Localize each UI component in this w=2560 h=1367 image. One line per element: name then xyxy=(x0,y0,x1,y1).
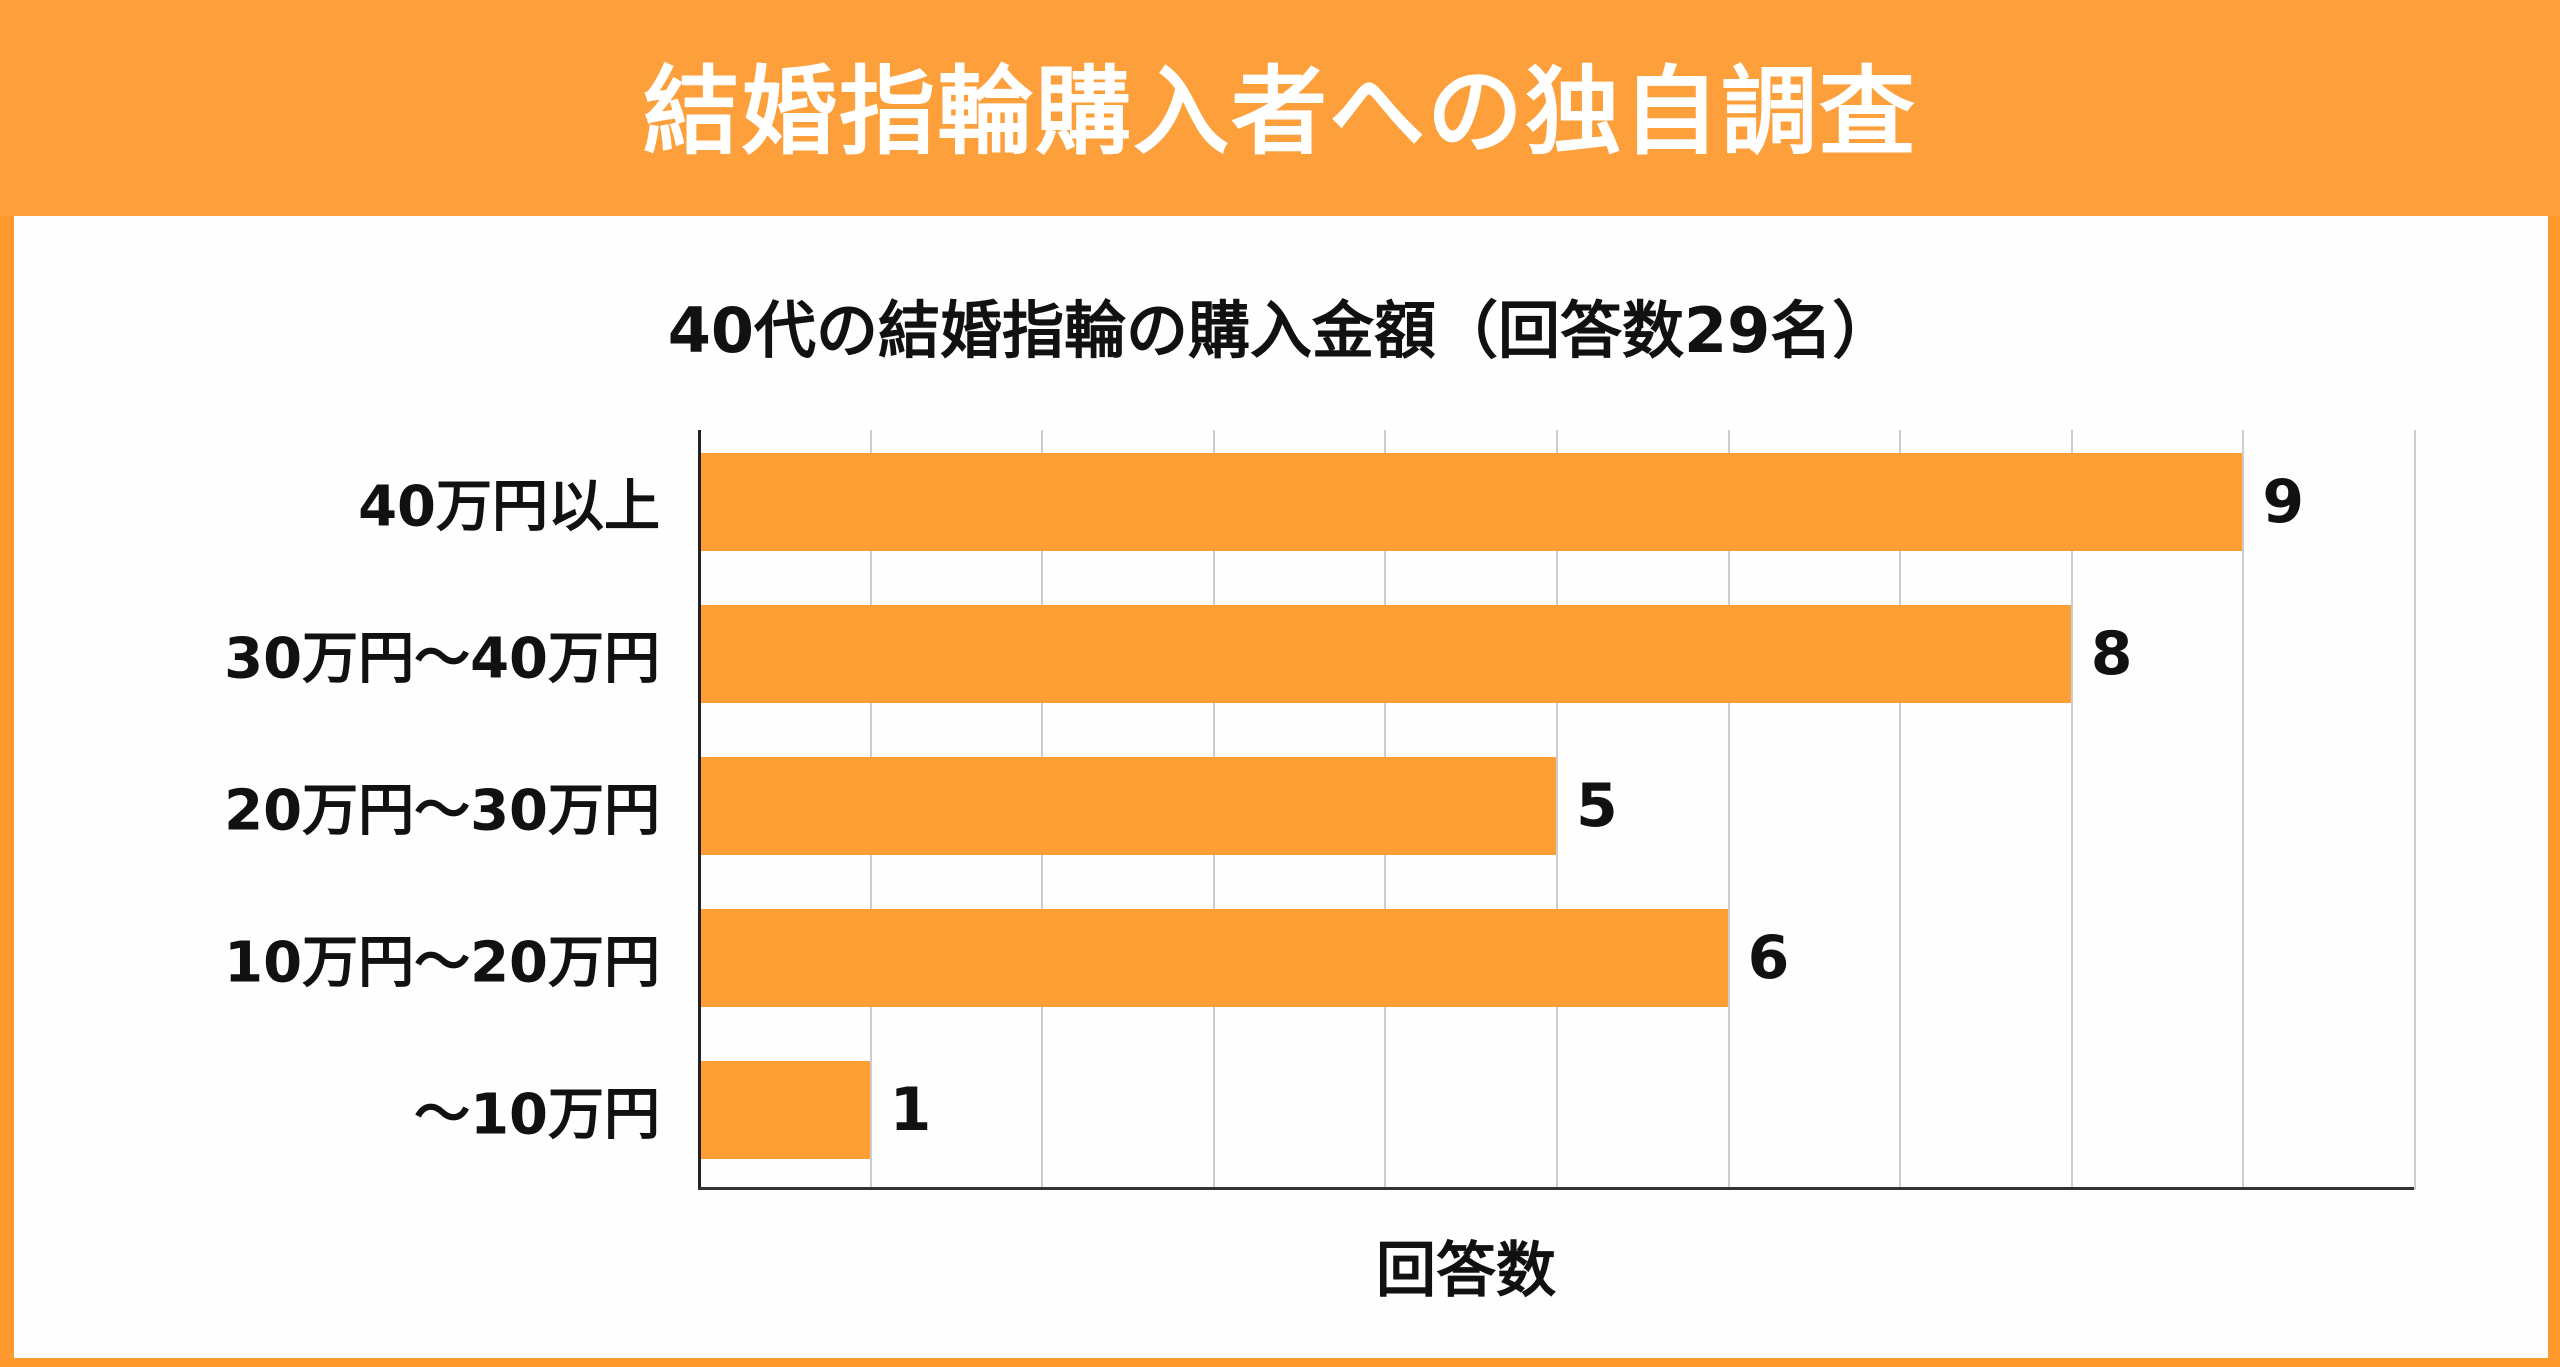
bar-value-label: 6 xyxy=(1747,923,1790,993)
bar-value-label: 8 xyxy=(2090,619,2133,689)
bar xyxy=(701,1061,870,1159)
gridline xyxy=(2414,430,2416,1190)
bar xyxy=(701,757,1556,855)
category-label: 40万円以上 xyxy=(358,474,660,540)
bar-value-label: 1 xyxy=(889,1075,932,1145)
gridline xyxy=(2242,430,2245,1190)
banner-title: 結婚指輪購入者への独自調査 xyxy=(643,55,1917,168)
category-label: 〜10万円 xyxy=(414,1082,660,1148)
bar xyxy=(701,909,1728,1007)
bar xyxy=(701,605,2071,703)
gridline xyxy=(2070,430,2073,1190)
chart-card: 40代の結婚指輪の購入金額（回答数29名） 9 8 5 6 1 40万円以上 30万円〜4… xyxy=(14,216,2548,1358)
bar xyxy=(701,453,2243,551)
chart-title: 40代の結婚指輪の購入金額（回答数29名） xyxy=(667,294,1895,367)
plot-area: 9 8 5 6 1 xyxy=(698,430,2416,1190)
bar-value-label: 5 xyxy=(1576,771,1618,841)
header-banner: 結婚指輪購入者への独自調査 xyxy=(0,0,2560,216)
category-label: 30万円〜40万円 xyxy=(224,626,660,692)
category-label: 10万円〜20万円 xyxy=(224,930,660,996)
x-axis-title: 回答数 xyxy=(1376,1236,1556,1306)
x-axis xyxy=(698,1187,2414,1190)
gridline xyxy=(1899,430,1902,1190)
y-axis xyxy=(698,430,701,1190)
gridline xyxy=(1556,430,1558,1190)
gridline xyxy=(1727,430,1730,1190)
category-label: 20万円〜30万円 xyxy=(224,778,660,844)
bar-value-label: 9 xyxy=(2262,467,2305,537)
